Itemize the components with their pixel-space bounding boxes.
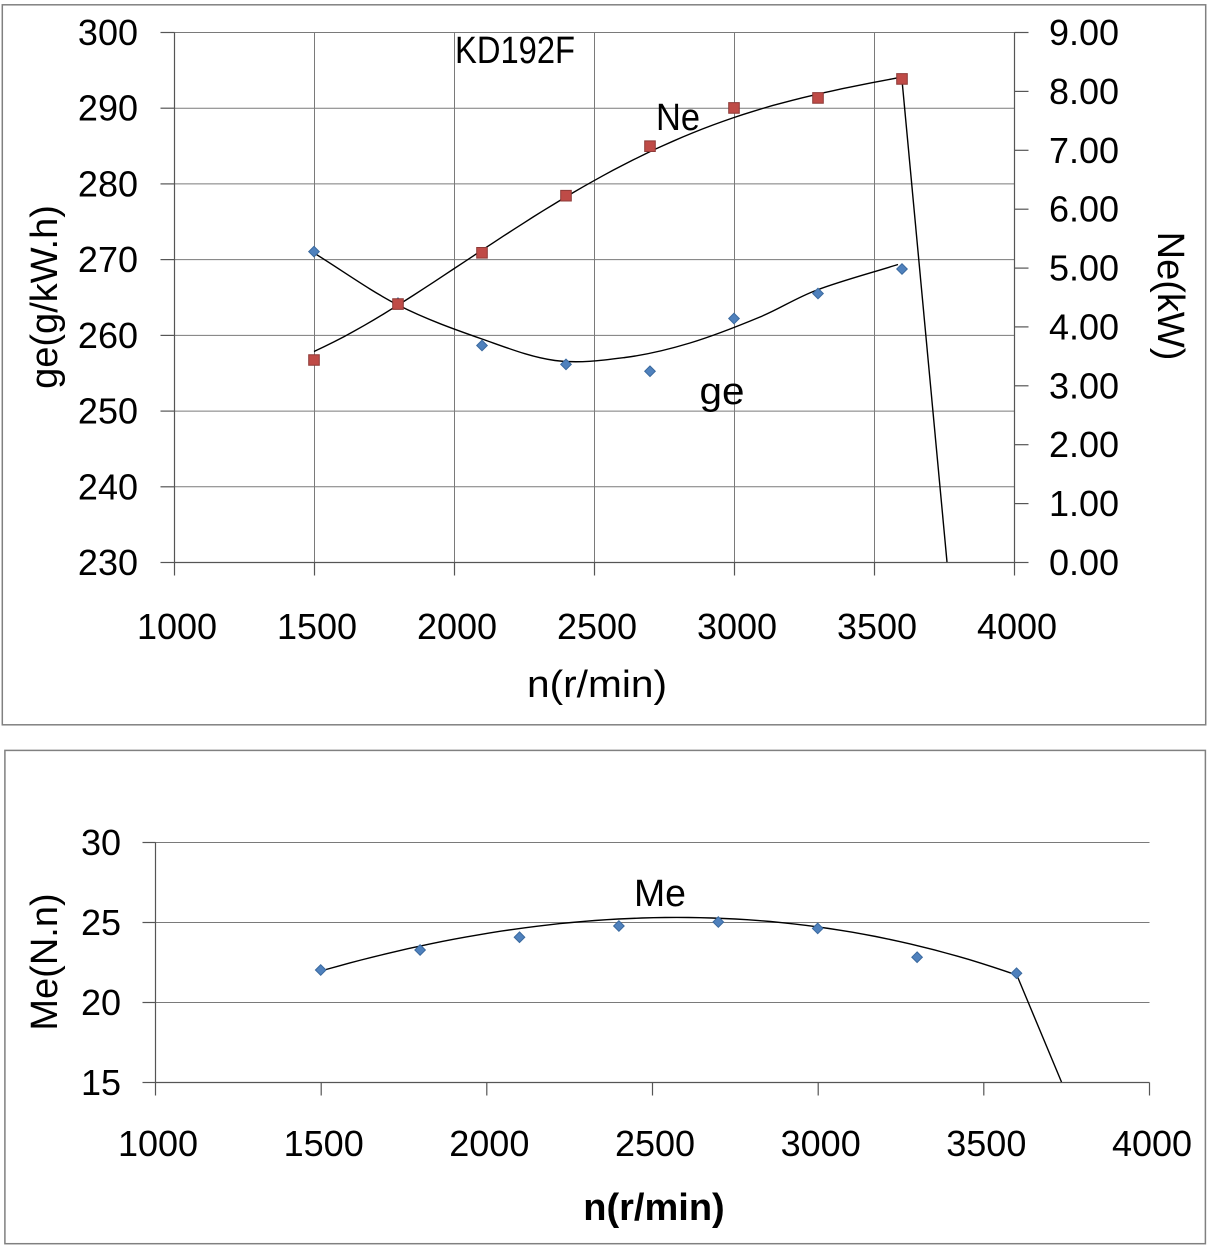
svg-text:1500: 1500 xyxy=(277,606,357,647)
svg-text:ge(g/kW.h): ge(g/kW.h) xyxy=(24,205,66,389)
svg-text:250: 250 xyxy=(78,391,138,432)
svg-text:2000: 2000 xyxy=(449,1123,529,1164)
svg-text:3500: 3500 xyxy=(837,606,917,647)
svg-text:30: 30 xyxy=(81,822,121,863)
svg-text:1.00: 1.00 xyxy=(1049,483,1119,524)
svg-text:6.00: 6.00 xyxy=(1049,189,1119,230)
svg-text:Me(N.n): Me(N.n) xyxy=(24,893,66,1030)
svg-text:20: 20 xyxy=(81,982,121,1023)
svg-text:270: 270 xyxy=(78,239,138,280)
svg-text:9.00: 9.00 xyxy=(1049,12,1119,53)
svg-text:3500: 3500 xyxy=(946,1123,1026,1164)
svg-text:2500: 2500 xyxy=(615,1123,695,1164)
svg-text:5.00: 5.00 xyxy=(1049,248,1119,289)
svg-text:290: 290 xyxy=(78,88,138,129)
svg-text:3000: 3000 xyxy=(781,1123,861,1164)
svg-text:1000: 1000 xyxy=(137,606,217,647)
svg-text:2500: 2500 xyxy=(557,606,637,647)
svg-text:300: 300 xyxy=(78,12,138,53)
svg-text:280: 280 xyxy=(78,163,138,204)
svg-text:230: 230 xyxy=(78,542,138,583)
svg-text:Ne: Ne xyxy=(656,97,700,139)
svg-text:n(r/min): n(r/min) xyxy=(583,1187,724,1229)
svg-text:8.00: 8.00 xyxy=(1049,71,1119,112)
svg-text:25: 25 xyxy=(81,902,121,943)
svg-text:2000: 2000 xyxy=(417,606,497,647)
svg-text:2.00: 2.00 xyxy=(1049,424,1119,465)
svg-text:Ne(kW): Ne(kW) xyxy=(1149,232,1191,361)
svg-text:260: 260 xyxy=(78,315,138,356)
svg-text:1500: 1500 xyxy=(284,1123,364,1164)
svg-text:4.00: 4.00 xyxy=(1049,306,1119,347)
svg-text:3000: 3000 xyxy=(697,606,777,647)
svg-text:240: 240 xyxy=(78,466,138,507)
svg-text:4000: 4000 xyxy=(977,606,1057,647)
svg-text:0.00: 0.00 xyxy=(1049,542,1119,583)
svg-text:Me: Me xyxy=(634,873,686,915)
svg-text:1000: 1000 xyxy=(118,1123,198,1164)
svg-text:4000: 4000 xyxy=(1112,1123,1192,1164)
svg-text:15: 15 xyxy=(81,1062,121,1103)
svg-text:KD192F: KD192F xyxy=(455,30,575,72)
svg-text:3.00: 3.00 xyxy=(1049,365,1119,406)
svg-text:ge: ge xyxy=(700,371,745,413)
svg-text:n(r/min): n(r/min) xyxy=(527,664,667,706)
svg-text:7.00: 7.00 xyxy=(1049,130,1119,171)
